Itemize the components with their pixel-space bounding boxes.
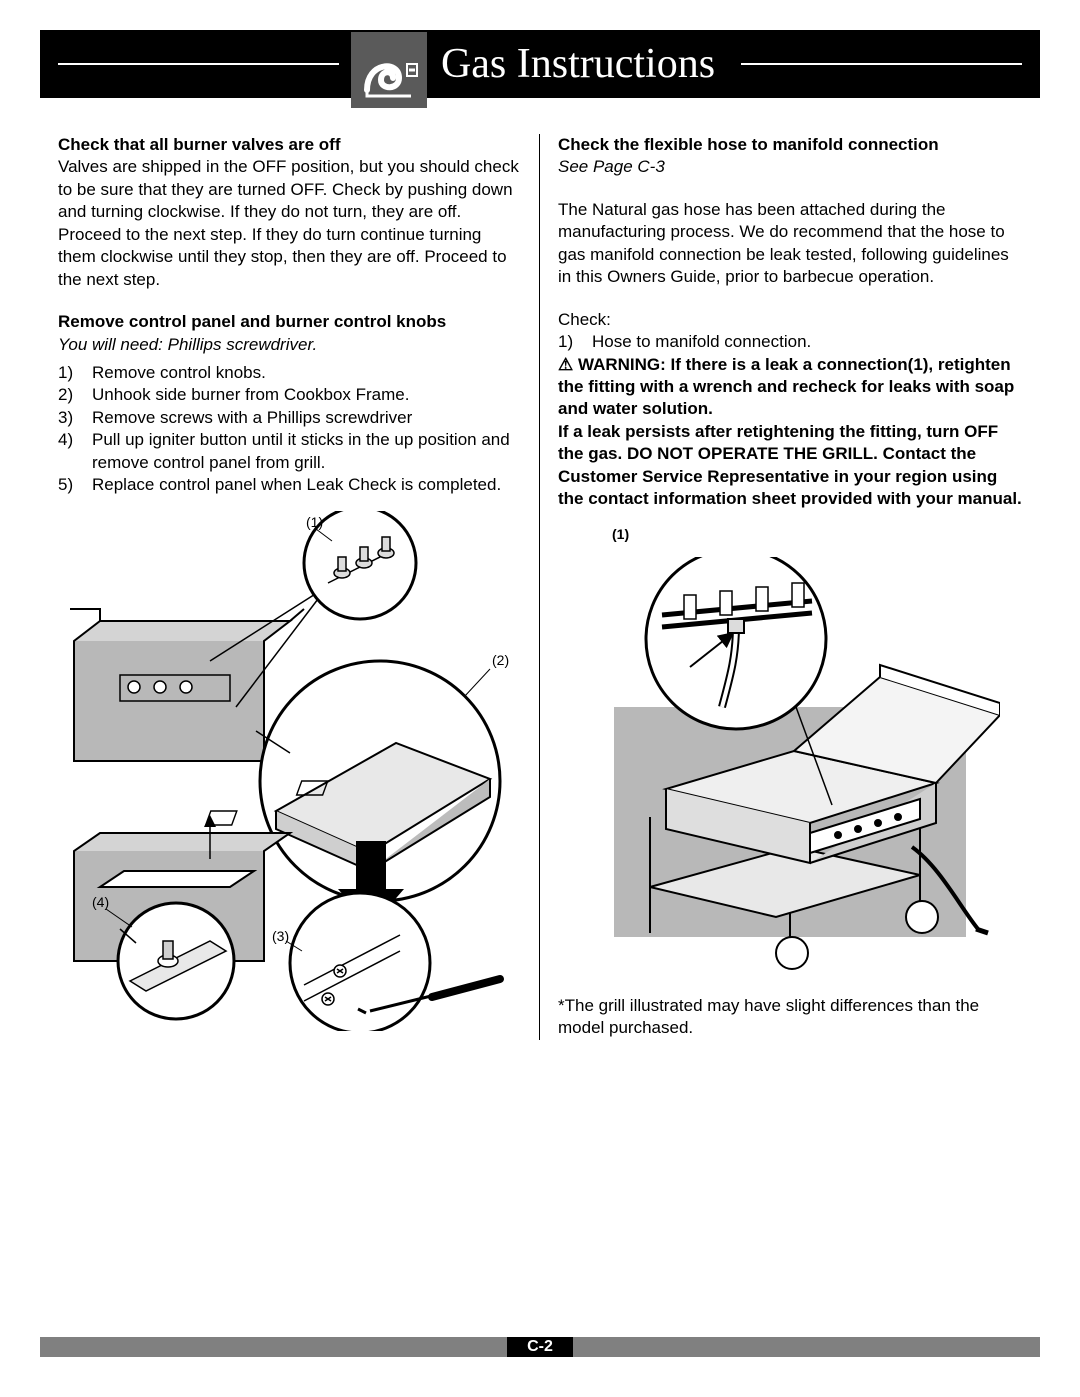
left-s1-body: Valves are shipped in the OFF position, … <box>58 157 519 288</box>
hose-icon <box>359 40 419 100</box>
list-item: 3)Remove screws with a Phillips screwdri… <box>58 407 521 429</box>
list-item: 1)Remove control knobs. <box>58 362 521 384</box>
callout-4: (4) <box>92 894 109 910</box>
right-check-list: 1)Hose to manifold connection. <box>558 331 1022 353</box>
callout-1: (1) <box>306 514 323 530</box>
right-s1-body: The Natural gas hose has been attached d… <box>558 199 1022 289</box>
list-item: 4)Pull up igniter button until it sticks… <box>58 429 521 474</box>
header-band: Gas Instructions <box>40 30 1040 98</box>
page-frame: Gas Instructions Check that all burner v… <box>40 30 1040 1357</box>
page-title: Gas Instructions <box>427 40 729 88</box>
left-column: Check that all burner valves are off Val… <box>40 134 540 1040</box>
list-item: 5)Replace control panel when Leak Check … <box>58 474 521 496</box>
left-s2-heading: Remove control panel and burner control … <box>58 312 446 331</box>
diagram-footnote: *The grill illustrated may have slight d… <box>558 995 1022 1040</box>
right-column: Check the flexible hose to manifold conn… <box>540 134 1040 1040</box>
warning-block-2: If a leak persists after retightening th… <box>558 421 1022 511</box>
left-steps-list: 1)Remove control knobs. 2)Unhook side bu… <box>58 362 521 497</box>
callout-2: (2) <box>492 652 509 668</box>
footer-bar-left <box>40 1337 507 1357</box>
page-footer: C-2 <box>40 1337 1040 1357</box>
left-s2-note: You will need: Phillips screwdriver. <box>58 335 317 354</box>
warning-block-1: ⚠ WARNING: If there is a leak a connecti… <box>558 354 1022 421</box>
warning-icon: ⚠ <box>558 355 573 374</box>
hose-manifold-diagram <box>580 557 1000 977</box>
list-item: 2)Unhook side burner from Cookbox Frame. <box>58 384 521 406</box>
page-number: C-2 <box>507 1337 573 1357</box>
check-label: Check: <box>558 309 1022 331</box>
right-s1-heading: Check the flexible hose to manifold conn… <box>558 135 939 154</box>
header-rule-left <box>58 63 339 65</box>
header-rule-right <box>741 63 1022 65</box>
content-columns: Check that all burner valves are off Val… <box>40 98 1040 1040</box>
right-s1-note: See Page C-3 <box>558 157 665 176</box>
header-icon <box>351 32 427 108</box>
left-s1-heading: Check that all burner valves are off <box>58 135 341 154</box>
right-callout-1: (1) <box>558 525 1022 543</box>
footer-bar-right <box>573 1337 1040 1357</box>
control-panel-diagram: (1) (2) <box>60 511 520 1031</box>
list-item: 1)Hose to manifold connection. <box>558 331 1022 353</box>
